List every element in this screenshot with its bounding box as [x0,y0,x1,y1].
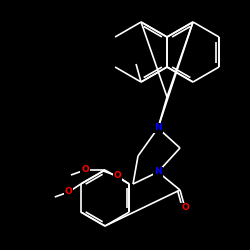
Text: N: N [154,124,162,132]
Text: O: O [113,172,121,180]
Text: O: O [181,204,189,212]
Text: O: O [65,188,73,196]
Text: O: O [81,166,89,174]
Text: N: N [154,168,162,176]
